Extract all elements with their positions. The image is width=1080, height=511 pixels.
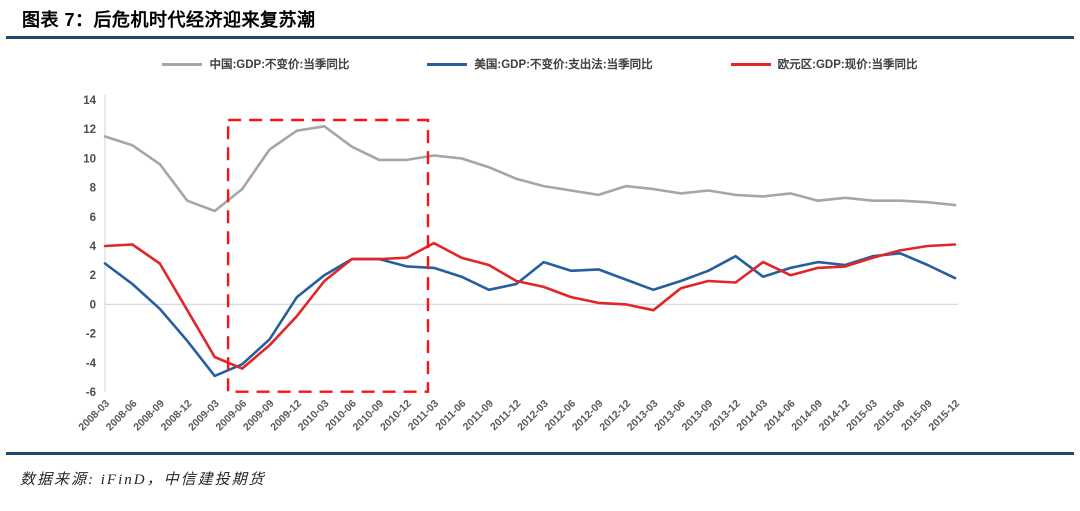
series-line-us	[103, 252, 957, 378]
legend-label-us: 美国:GDP:不变价:支出法:当季同比	[474, 59, 653, 71]
gdp-line-chart: 14121086420-2-4-62008-032008-062008-0920…	[76, 95, 962, 434]
legend-line-swatch-china	[162, 62, 203, 66]
x-tick-label: 2015-12	[926, 398, 962, 434]
title-rule	[6, 36, 1074, 39]
legend-item-china: 中国:GDP:不变价:当季同比	[162, 56, 349, 72]
series-line-china	[103, 125, 957, 213]
footer-rule	[6, 452, 1074, 455]
legend-item-us: 美国:GDP:不变价:支出法:当季同比	[427, 56, 653, 72]
highlight-box	[226, 118, 430, 393]
y-tick-label: 12	[83, 124, 96, 136]
series-line-eurozone	[103, 241, 957, 370]
chart-title: 图表 7：后危机时代经济迎来复苏潮	[22, 10, 316, 30]
legend-item-eurozone: 欧元区:GDP:现价:当季同比	[730, 56, 918, 72]
y-tick-label: 4	[90, 241, 97, 253]
legend-line-swatch-eurozone	[730, 62, 771, 66]
y-tick-label: 2	[90, 270, 96, 282]
y-tick-label: 8	[90, 183, 97, 195]
y-tick-label: -2	[86, 329, 96, 341]
y-tick-label: 6	[90, 212, 96, 224]
y-tick-label: -6	[86, 387, 96, 399]
y-tick-label: -4	[86, 358, 97, 370]
data-source: 数据来源: iFinD，中信建投期货	[20, 472, 266, 488]
legend-line-swatch-us	[427, 62, 468, 66]
legend-label-china: 中国:GDP:不变价:当季同比	[209, 59, 350, 71]
chart-legend: 中国:GDP:不变价:当季同比 美国:GDP:不变价:支出法:当季同比 欧元区:…	[0, 56, 1080, 72]
y-tick-label: 10	[83, 153, 96, 165]
legend-label-eurozone: 欧元区:GDP:现价:当季同比	[777, 59, 918, 71]
y-tick-label: 14	[83, 95, 96, 107]
y-tick-label: 0	[90, 299, 96, 311]
